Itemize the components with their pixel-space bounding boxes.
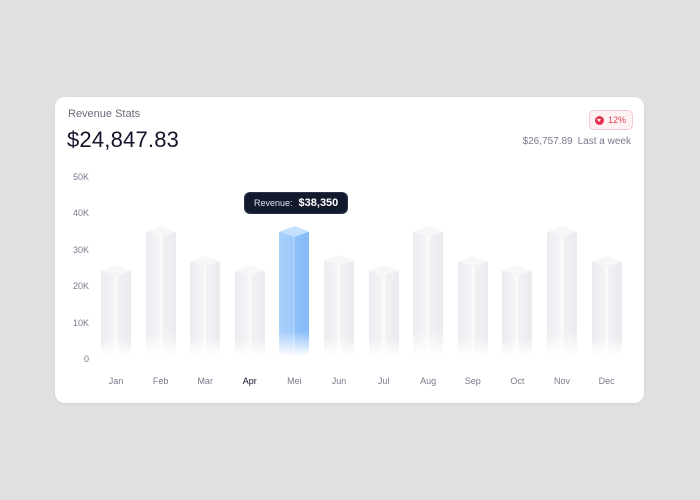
x-label: Nov: [553, 376, 570, 386]
x-label: Apr: [242, 376, 257, 386]
bar-feb[interactable]: [145, 226, 176, 356]
tooltip-value: $38,350: [298, 197, 339, 209]
bar-top: [413, 226, 444, 237]
y-tick: 10K: [72, 318, 89, 328]
y-tick: 30K: [72, 245, 89, 255]
bar-face: [145, 232, 176, 356]
revenue-stats-card: Revenue Stats $24,847.83 12% $26,757.89 L…: [55, 97, 644, 403]
tooltip-label: Revenue:: [254, 198, 293, 208]
y-tick: 50K: [72, 172, 89, 182]
bar-oct[interactable]: [502, 265, 533, 356]
x-label: Jan: [108, 376, 124, 386]
bar-face: [547, 232, 577, 356]
bar-dec[interactable]: [591, 256, 622, 356]
y-tick: 0: [83, 354, 89, 364]
bar-face: [368, 271, 399, 356]
x-label: Feb: [152, 376, 169, 386]
x-label: Mar: [197, 376, 213, 386]
bar-jul[interactable]: [368, 265, 399, 356]
bar-top: [101, 265, 131, 276]
bar-face: [279, 232, 310, 356]
bar-aug[interactable]: [413, 226, 444, 356]
bar-top: [145, 226, 176, 237]
bar-face: [591, 262, 622, 356]
bar-mar[interactable]: [190, 256, 221, 356]
bar-face: [413, 232, 444, 356]
bar-face: [101, 271, 131, 356]
change-badge: 12%: [588, 110, 633, 130]
bar-jun[interactable]: [324, 255, 354, 356]
bar-top: [234, 265, 265, 276]
x-label: Sep: [464, 376, 481, 386]
card-title: Revenue Stats: [68, 108, 141, 120]
x-label: Jul: [377, 376, 390, 386]
revenue-tooltip: Revenue: $38,350: [245, 193, 348, 213]
arrow-down-circle-icon: [594, 115, 604, 125]
bar-top: [324, 255, 354, 266]
bar-nov[interactable]: [547, 226, 577, 356]
previous-period-label: Last a week: [577, 136, 631, 147]
bar-top: [279, 226, 310, 237]
y-tick: 20K: [72, 281, 89, 291]
bar-top: [547, 226, 577, 237]
revenue-amount: $24,847.83: [67, 127, 180, 152]
bar-top: [190, 256, 221, 267]
x-label: Dec: [598, 376, 615, 386]
bar-mei[interactable]: [279, 226, 310, 356]
bar-face: [457, 262, 488, 356]
bar-top: [591, 256, 622, 267]
bar-top: [457, 256, 488, 267]
x-label: Jun: [331, 376, 347, 386]
bar-face: [190, 262, 221, 356]
bar-apr[interactable]: [234, 265, 265, 356]
x-label: Mei: [287, 376, 302, 386]
bar-face: [502, 271, 533, 356]
x-label: Oct: [510, 376, 525, 386]
bar-face: [234, 271, 265, 356]
y-tick: 40K: [72, 208, 89, 218]
change-percent: 12%: [607, 115, 626, 125]
bar-face: [324, 261, 354, 356]
bar-top: [502, 265, 533, 276]
bar-jan[interactable]: [101, 265, 131, 356]
bar-top: [368, 265, 399, 276]
x-label: Aug: [420, 376, 437, 386]
bar-sep[interactable]: [457, 256, 488, 356]
previous-amount: $26,757.89: [522, 136, 573, 147]
previous-period: $26,757.89 Last a week: [523, 136, 631, 147]
